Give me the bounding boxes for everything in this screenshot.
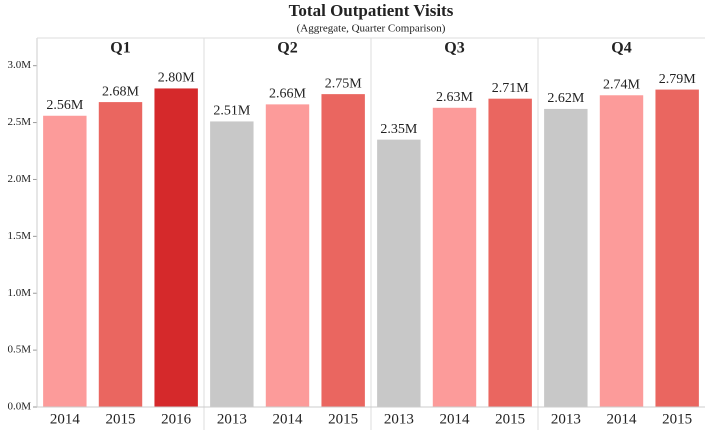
bar <box>98 102 143 407</box>
chart-subtitle: (Aggregate, Quarter Comparison) <box>297 23 446 35</box>
bar <box>43 115 87 407</box>
y-tick-label: 1.5M <box>7 230 31 242</box>
y-tick-label: 0.0M <box>7 401 31 413</box>
bar <box>599 95 644 407</box>
y-tick-label: 0.5M <box>7 344 31 356</box>
y-tick-label: 2.5M <box>7 116 31 128</box>
bar <box>432 107 477 408</box>
value-label: 2.68M <box>102 84 140 99</box>
y-tick-label: 1.0M <box>7 287 31 299</box>
x-tick-label: 2015 <box>106 411 136 427</box>
panel-header: Q3 <box>444 40 464 57</box>
value-label: 2.75M <box>325 76 363 91</box>
x-tick-label: 2015 <box>328 411 358 427</box>
value-label: 2.56M <box>46 98 84 113</box>
x-tick-label: 2015 <box>662 411 692 427</box>
value-label: 2.80M <box>158 71 196 86</box>
value-label: 2.62M <box>547 91 585 106</box>
value-label: 2.74M <box>603 77 641 92</box>
chart-title: Total Outpatient Visits <box>289 1 454 20</box>
x-tick-label: 2014 <box>607 411 638 427</box>
y-tick-label: 2.0M <box>7 173 31 185</box>
x-tick-label: 2016 <box>161 411 192 427</box>
x-tick-label: 2013 <box>217 411 247 427</box>
value-label: 2.63M <box>436 90 474 105</box>
value-label: 2.51M <box>213 104 251 119</box>
y-tick-label: 3.0M <box>7 59 31 71</box>
x-tick-label: 2014 <box>273 411 304 427</box>
value-label: 2.66M <box>269 87 307 102</box>
panel-header: Q4 <box>611 40 631 57</box>
panel-header: Q1 <box>110 40 130 57</box>
bar <box>265 104 310 408</box>
bar <box>655 89 699 408</box>
x-tick-label: 2013 <box>551 411 581 427</box>
x-tick-label: 2015 <box>495 411 525 427</box>
bar <box>377 139 421 407</box>
bar <box>488 98 532 407</box>
x-tick-label: 2014 <box>440 411 471 427</box>
bar <box>210 121 254 407</box>
x-tick-label: 2013 <box>384 411 414 427</box>
bar <box>154 88 198 407</box>
bar <box>321 94 365 407</box>
value-label: 2.35M <box>380 122 418 137</box>
value-label: 2.71M <box>492 81 530 96</box>
value-label: 2.79M <box>659 72 697 87</box>
x-tick-label: 2014 <box>50 411 81 427</box>
bar <box>544 108 588 407</box>
panel-header: Q2 <box>277 40 297 57</box>
